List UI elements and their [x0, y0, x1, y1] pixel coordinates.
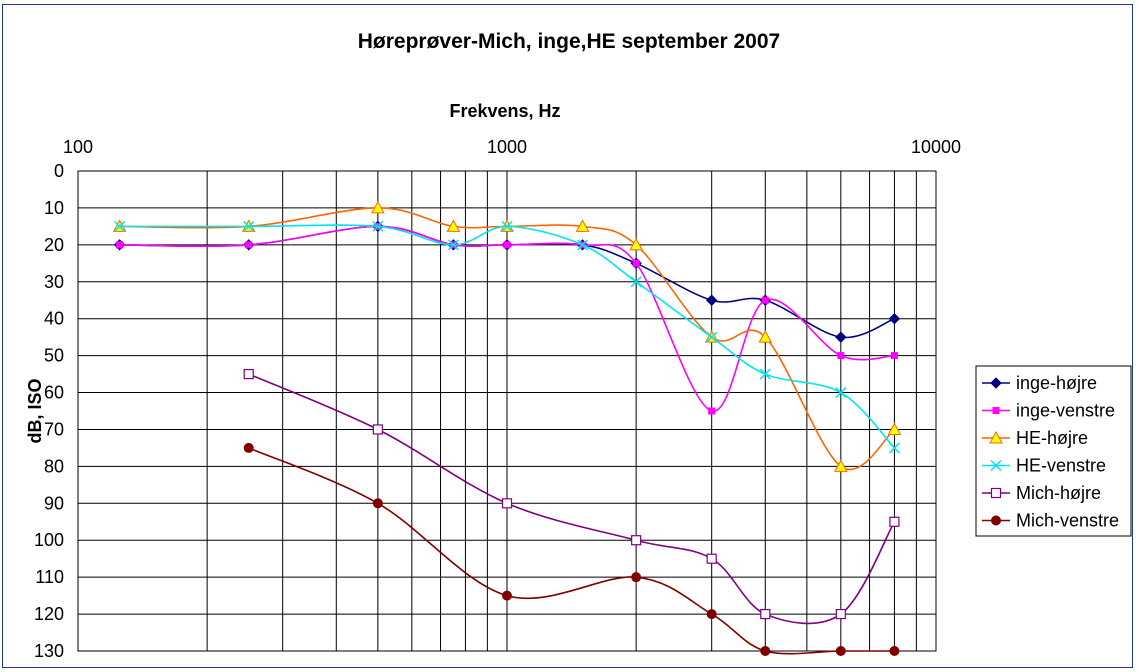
- series-layer: [112, 200, 902, 656]
- data-point-marker: [833, 459, 848, 472]
- data-point-marker: [706, 553, 717, 564]
- data-point-marker: [989, 430, 1003, 444]
- data-point-marker: [887, 422, 902, 435]
- axis-ticks: 0 10 20 30 40 50 60 70 80 90 100 110 120 130 100 1000 10…: [34, 137, 961, 661]
- series-line: [119, 224, 896, 449]
- legend-item: HE-højre: [982, 428, 1088, 448]
- data-point-marker: [447, 239, 459, 251]
- legend: inge-højre inge-venstre HE-højre HE-venstre…: [975, 365, 1132, 537]
- legend-label: HE-højre: [1016, 428, 1088, 448]
- series-line: [119, 225, 895, 412]
- data-point-marker: [888, 312, 901, 325]
- data-point-marker: [835, 387, 847, 399]
- y-tick-label: 40: [44, 309, 64, 329]
- data-point-marker: [761, 296, 769, 304]
- data-point-marker: [503, 241, 511, 249]
- y-tick-label: 100: [34, 530, 64, 550]
- data-point-marker: [116, 241, 124, 249]
- y-tick-label: 60: [44, 383, 64, 403]
- y-tick-label: 90: [44, 493, 64, 513]
- data-point-marker: [501, 220, 513, 232]
- data-point-marker: [575, 219, 590, 232]
- data-point-marker: [889, 646, 900, 656]
- legend-label: inge-højre: [1016, 373, 1097, 393]
- data-point-marker: [890, 352, 898, 360]
- data-point-marker: [991, 515, 1001, 526]
- data-point-marker: [706, 331, 718, 343]
- data-point-marker: [372, 220, 384, 232]
- y-axis-title: dB, ISO: [25, 378, 45, 443]
- series-line: [248, 373, 896, 625]
- data-point-marker: [705, 294, 718, 306]
- y-tick-label: 130: [34, 641, 64, 661]
- data-point-marker: [708, 407, 716, 415]
- data-point-marker: [760, 646, 771, 656]
- data-point-marker: [243, 442, 254, 453]
- data-point-marker: [372, 424, 383, 435]
- legend-item: Mich-venstre: [982, 511, 1119, 531]
- series-HE-venstre: [114, 220, 900, 454]
- data-point-marker: [706, 609, 717, 620]
- y-tick-label: 10: [44, 198, 64, 218]
- legend-item: inge-højre: [982, 373, 1097, 393]
- data-point-marker: [630, 276, 642, 288]
- data-point-marker: [990, 377, 1002, 389]
- data-point-marker: [243, 368, 254, 380]
- data-point-marker: [243, 220, 255, 232]
- x-axis-title: Frekvens, Hz: [449, 101, 560, 121]
- legend-label: inge-venstre: [1016, 401, 1115, 421]
- legend-item: Mich-højre: [982, 483, 1101, 503]
- data-point-marker: [990, 487, 1002, 499]
- chart-frame: [2, 4, 1133, 668]
- data-point-marker: [990, 459, 1002, 472]
- data-point-marker: [577, 239, 589, 251]
- x-tick-label: 1000: [487, 137, 527, 157]
- data-point-marker: [758, 330, 773, 343]
- data-point-marker: [245, 241, 253, 249]
- y-tick-label: 20: [44, 235, 64, 255]
- data-point-marker: [835, 646, 846, 656]
- data-point-marker: [446, 219, 461, 232]
- series-Mich-højre: [243, 368, 900, 625]
- legend-box: [975, 365, 1132, 537]
- x-tick-label: 10000: [911, 137, 961, 157]
- y-tick-label: 50: [44, 346, 64, 366]
- data-point-marker: [631, 535, 642, 546]
- data-point-marker: [629, 237, 643, 251]
- data-point-marker: [835, 331, 847, 343]
- legend-label: Mich-højre: [1016, 483, 1101, 503]
- data-point-marker: [371, 200, 385, 214]
- data-point-marker: [889, 516, 900, 527]
- data-point-marker: [835, 608, 846, 620]
- data-point-marker: [837, 352, 845, 360]
- data-point-marker: [372, 498, 383, 509]
- y-tick-label: 0: [54, 161, 64, 181]
- chart-title: Høreprøver-Mich, inge,HE september 2007: [358, 30, 780, 53]
- data-point-marker: [992, 407, 1000, 414]
- legend-item: HE-venstre: [982, 456, 1106, 476]
- y-tick-label: 80: [44, 456, 64, 476]
- y-tick-label: 110: [35, 567, 64, 587]
- data-point-marker: [502, 590, 512, 601]
- data-point-marker: [114, 220, 126, 232]
- data-point-marker: [632, 259, 640, 267]
- legend-label: Mich-venstre: [1016, 511, 1119, 531]
- y-tick-label: 30: [44, 272, 64, 292]
- data-point-marker: [631, 572, 642, 583]
- data-point-marker: [760, 608, 771, 620]
- y-tick-label: 70: [44, 419, 64, 439]
- series-Mich-venstre: [243, 442, 900, 656]
- plot-area: [77, 170, 937, 652]
- legend-label: HE-venstre: [1016, 456, 1106, 476]
- x-tick-label: 100: [63, 137, 93, 157]
- data-point-marker: [888, 442, 900, 454]
- y-tick-label: 120: [34, 604, 64, 624]
- legend-item: inge-venstre: [982, 401, 1115, 421]
- data-point-marker: [759, 368, 771, 380]
- data-point-marker: [501, 498, 513, 509]
